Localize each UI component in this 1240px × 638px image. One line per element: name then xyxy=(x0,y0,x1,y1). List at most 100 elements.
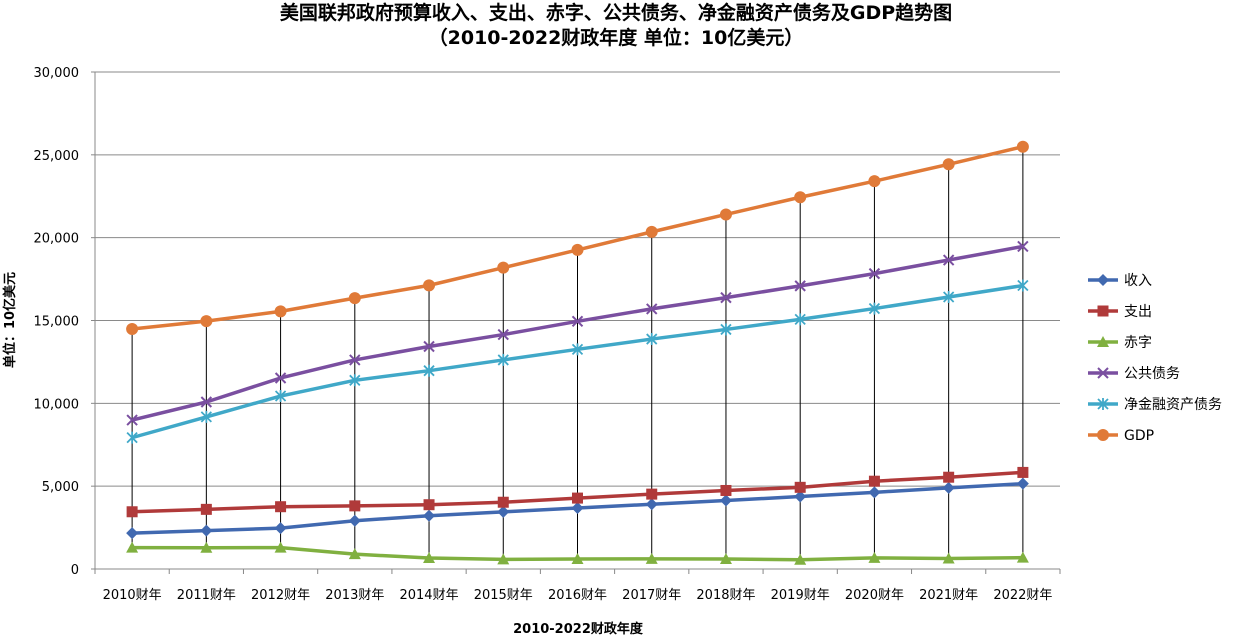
data-point xyxy=(348,548,361,560)
series-6 xyxy=(126,140,1029,335)
data-point xyxy=(794,280,806,292)
plot-area xyxy=(126,140,1029,565)
data-point xyxy=(275,501,287,513)
data-point xyxy=(126,541,139,553)
y-axis-title: 单位：10亿美元 xyxy=(2,272,18,368)
data-point xyxy=(126,431,138,444)
data-point xyxy=(200,524,213,537)
data-point xyxy=(349,354,361,366)
data-point xyxy=(868,175,881,188)
data-point xyxy=(200,396,213,408)
data-point xyxy=(274,522,287,535)
data-point xyxy=(423,364,435,377)
data-point xyxy=(200,503,212,515)
data-point xyxy=(274,305,287,318)
x-tick-label: 2018财年 xyxy=(696,588,755,603)
data-point xyxy=(794,481,806,493)
x-axis-title: 2010-2022财政年度 xyxy=(513,621,644,637)
data-point xyxy=(719,494,732,507)
data-point xyxy=(423,509,436,522)
data-point xyxy=(348,292,361,305)
data-point xyxy=(423,340,435,353)
data-point xyxy=(646,333,658,346)
data-point xyxy=(942,481,955,494)
legend-label: GDP xyxy=(1124,428,1154,444)
x-tick-label: 2015财年 xyxy=(474,588,533,603)
data-point xyxy=(1016,551,1029,563)
data-point xyxy=(943,471,955,483)
data-point xyxy=(868,551,881,563)
series-1 xyxy=(126,477,1029,540)
data-point xyxy=(868,486,881,499)
data-point xyxy=(497,261,510,274)
data-point xyxy=(126,322,139,335)
x-tick-label: 2012财年 xyxy=(251,588,310,603)
data-point xyxy=(943,290,955,303)
data-point xyxy=(349,374,361,387)
x-tick-label: 2017财年 xyxy=(622,588,681,603)
data-point xyxy=(794,553,807,565)
data-point xyxy=(571,243,584,256)
data-point xyxy=(423,499,435,511)
x-tick-label: 2020财年 xyxy=(845,588,904,603)
legend-item: 公共债务 xyxy=(1088,366,1180,382)
legend-item: 净金融资产债务 xyxy=(1088,397,1222,413)
y-tick-label: 5,000 xyxy=(42,480,79,495)
legend-label: 收入 xyxy=(1124,273,1152,289)
y-tick-label: 30,000 xyxy=(34,66,80,81)
data-point xyxy=(126,527,139,540)
x-tick-label: 2010财年 xyxy=(103,588,162,603)
y-tick-label: 0 xyxy=(71,563,79,578)
data-point xyxy=(497,553,510,565)
data-point xyxy=(571,343,584,356)
series-2 xyxy=(126,466,1029,518)
legend-marker xyxy=(1097,274,1109,286)
data-point xyxy=(868,267,881,280)
data-point xyxy=(497,328,509,341)
data-point xyxy=(646,303,658,315)
data-point xyxy=(497,353,509,366)
data-point xyxy=(720,291,732,304)
data-point xyxy=(645,225,658,238)
data-point xyxy=(571,553,584,565)
y-tick-label: 15,000 xyxy=(34,315,80,330)
legend-label: 公共债务 xyxy=(1124,366,1180,382)
data-point xyxy=(645,498,658,511)
legend-item: 收入 xyxy=(1088,273,1152,289)
data-point xyxy=(274,390,287,403)
data-point xyxy=(646,488,658,500)
data-point xyxy=(572,492,583,504)
data-point xyxy=(274,541,287,553)
legend-marker xyxy=(1097,336,1109,347)
data-point xyxy=(645,552,658,564)
data-point xyxy=(794,191,807,204)
chart-title: 美国联邦政府预算收入、支出、赤字、公共债务、净金融资产债务及GDP趋势图 xyxy=(280,1,952,24)
data-point xyxy=(1017,279,1029,292)
data-point xyxy=(868,475,880,487)
y-axis-ticks: 0 5,000 10,000 15,000 20,000 25,000 30,000 xyxy=(34,66,95,578)
legend-label: 支出 xyxy=(1124,304,1152,320)
legend-marker xyxy=(1097,367,1109,379)
x-axis-ticks: 2010财年 2011财年 2012财年 2013财年 2014财年 2015财年 2016… xyxy=(94,569,1061,603)
y-tick-label: 10,000 xyxy=(34,397,80,412)
chart-subtitle: （2010-2022财政年度 单位：10亿美元） xyxy=(429,26,804,49)
data-point xyxy=(200,541,213,553)
legend-marker xyxy=(1097,305,1109,317)
legend-label: 赤字 xyxy=(1124,335,1152,351)
data-point xyxy=(1017,466,1029,478)
x-tick-label: 2021财年 xyxy=(919,588,978,603)
data-point xyxy=(423,279,436,292)
data-point xyxy=(571,502,584,515)
legend-item: 赤字 xyxy=(1088,335,1152,351)
data-point xyxy=(497,505,510,518)
data-point xyxy=(497,496,509,508)
x-tick-label: 2022财年 xyxy=(993,588,1052,603)
data-point xyxy=(349,500,361,512)
series-4 xyxy=(126,240,1029,426)
legend-item: GDP xyxy=(1088,428,1154,444)
data-point xyxy=(942,254,955,266)
x-tick-label: 2011财年 xyxy=(177,588,236,603)
x-tick-label: 2019财年 xyxy=(771,588,830,603)
data-point xyxy=(1016,140,1029,153)
